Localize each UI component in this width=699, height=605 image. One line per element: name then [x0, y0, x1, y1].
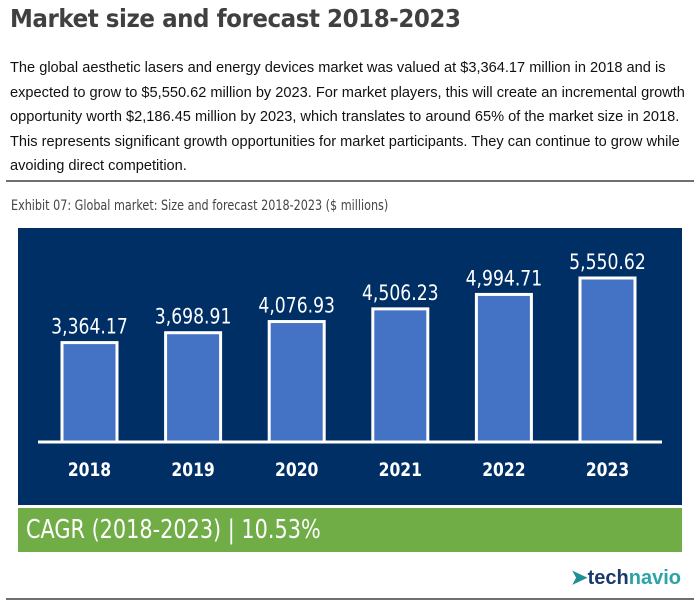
technavio-logo: ➤technavio	[571, 565, 681, 590]
x-tick-label: 2018	[68, 460, 111, 482]
bar-2022	[474, 292, 533, 444]
data-label: 3,698.91	[155, 304, 232, 329]
bar-2019	[164, 331, 223, 444]
bar-2020	[267, 320, 326, 444]
x-tick-label: 2022	[482, 460, 525, 482]
cagr-banner: CAGR (2018-2023) | 10.53%	[18, 508, 682, 552]
data-label: 5,550.62	[569, 249, 646, 274]
chart-panel: 3,364.17 2018 3,698.91 2019 4,076.93 2020 4,50…	[18, 228, 682, 505]
bar-2021	[371, 307, 430, 444]
x-tick-label: 2019	[171, 460, 214, 482]
cagr-text: CAGR (2018-2023) | 10.53%	[26, 515, 321, 545]
data-label: 4,076.93	[258, 293, 335, 318]
x-tick-label: 2023	[586, 460, 629, 482]
description-paragraph: The global aesthetic lasers and energy d…	[10, 60, 685, 175]
bar-2023	[578, 276, 637, 444]
exhibit-caption: Exhibit 07: Global market: Size and fore…	[11, 198, 389, 214]
logo-text-1: tech	[587, 567, 629, 589]
x-tick-label: 2021	[379, 460, 422, 482]
x-tick-label: 2020	[275, 460, 318, 482]
arrow-logo-icon: ➤	[570, 567, 588, 589]
bottom-divider	[6, 598, 694, 600]
data-label: 4,994.71	[466, 266, 543, 291]
data-label: 4,506.23	[362, 280, 439, 305]
bar-chart: 3,364.17 2018 3,698.91 2019 4,076.93 2020 4,50…	[38, 249, 662, 482]
divider	[6, 180, 694, 182]
page-title: Market size and forecast 2018-2023	[10, 4, 461, 33]
bar-2018	[60, 341, 119, 444]
data-label: 3,364.17	[51, 314, 128, 339]
logo-text-2: navio	[628, 567, 681, 589]
